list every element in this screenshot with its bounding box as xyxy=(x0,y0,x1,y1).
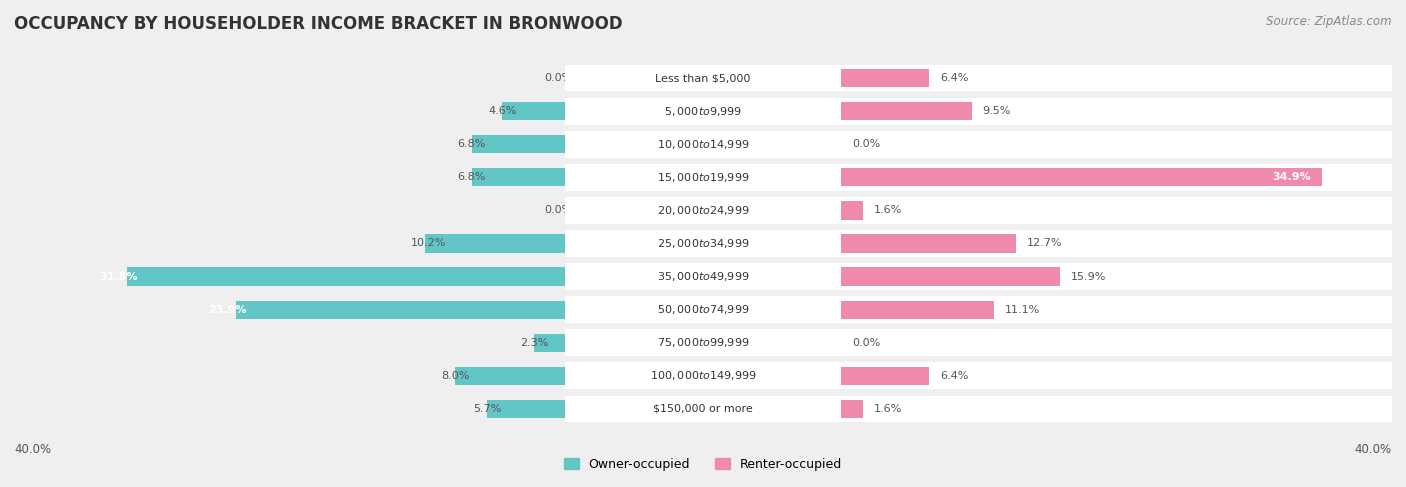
Text: 0.0%: 0.0% xyxy=(544,73,572,83)
Text: $5,000 to $9,999: $5,000 to $9,999 xyxy=(664,105,742,118)
Bar xyxy=(0,230,14,257)
Bar xyxy=(841,234,1015,253)
Bar xyxy=(841,69,929,87)
Text: $15,000 to $19,999: $15,000 to $19,999 xyxy=(657,171,749,184)
Text: 12.7%: 12.7% xyxy=(1026,239,1063,248)
Bar xyxy=(841,169,1322,187)
Bar xyxy=(0,98,14,125)
Bar xyxy=(841,197,1392,224)
Text: $25,000 to $34,999: $25,000 to $34,999 xyxy=(657,237,749,250)
Bar xyxy=(0,131,14,158)
Bar xyxy=(533,334,565,352)
Bar xyxy=(0,197,14,224)
Text: $10,000 to $14,999: $10,000 to $14,999 xyxy=(657,138,749,151)
Bar xyxy=(841,65,1392,92)
Text: Source: ZipAtlas.com: Source: ZipAtlas.com xyxy=(1267,15,1392,28)
Bar xyxy=(127,267,565,286)
Text: 6.8%: 6.8% xyxy=(458,172,486,183)
Bar xyxy=(486,400,565,418)
Bar xyxy=(841,400,863,418)
Bar xyxy=(0,164,14,190)
Bar xyxy=(565,329,841,356)
Bar xyxy=(841,102,972,120)
Text: 40.0%: 40.0% xyxy=(1355,443,1392,456)
Bar xyxy=(841,98,1392,125)
Bar xyxy=(471,169,565,187)
Bar xyxy=(841,395,1392,422)
Text: $100,000 to $149,999: $100,000 to $149,999 xyxy=(650,369,756,382)
Text: 6.4%: 6.4% xyxy=(941,73,969,83)
Text: $150,000 or more: $150,000 or more xyxy=(654,404,752,414)
Bar xyxy=(841,131,1392,158)
Text: 23.9%: 23.9% xyxy=(208,304,247,315)
Text: 8.0%: 8.0% xyxy=(441,371,470,381)
Bar xyxy=(565,297,841,323)
Text: Less than $5,000: Less than $5,000 xyxy=(655,73,751,83)
Bar xyxy=(841,297,1392,323)
Legend: Owner-occupied, Renter-occupied: Owner-occupied, Renter-occupied xyxy=(558,453,848,476)
Bar xyxy=(0,395,14,422)
Text: 15.9%: 15.9% xyxy=(1071,272,1107,281)
Bar xyxy=(471,135,565,153)
Bar xyxy=(841,230,1392,257)
Bar xyxy=(565,362,841,389)
Bar xyxy=(502,102,565,120)
Bar xyxy=(565,98,841,125)
Bar xyxy=(565,164,841,190)
Bar xyxy=(841,164,1392,190)
Text: 40.0%: 40.0% xyxy=(14,443,51,456)
Text: 9.5%: 9.5% xyxy=(983,106,1011,116)
Bar xyxy=(841,329,1392,356)
Text: $50,000 to $74,999: $50,000 to $74,999 xyxy=(657,303,749,316)
Bar xyxy=(841,201,863,220)
Text: 5.7%: 5.7% xyxy=(472,404,502,414)
Bar xyxy=(841,263,1392,290)
Text: 2.3%: 2.3% xyxy=(520,337,548,348)
Bar xyxy=(565,230,841,257)
Bar xyxy=(0,362,14,389)
Text: 31.8%: 31.8% xyxy=(100,272,138,281)
Text: 0.0%: 0.0% xyxy=(852,139,880,150)
Text: 1.6%: 1.6% xyxy=(875,206,903,215)
Bar xyxy=(0,297,14,323)
Text: 1.6%: 1.6% xyxy=(875,404,903,414)
Bar xyxy=(236,300,565,318)
Bar xyxy=(565,131,841,158)
Bar xyxy=(841,267,1060,286)
Text: 11.1%: 11.1% xyxy=(1005,304,1040,315)
Text: 10.2%: 10.2% xyxy=(411,239,446,248)
Text: 34.9%: 34.9% xyxy=(1272,172,1310,183)
Bar xyxy=(0,329,14,356)
Bar xyxy=(565,395,841,422)
Bar xyxy=(565,65,841,92)
Text: 0.0%: 0.0% xyxy=(852,337,880,348)
Text: 6.8%: 6.8% xyxy=(458,139,486,150)
Text: OCCUPANCY BY HOUSEHOLDER INCOME BRACKET IN BRONWOOD: OCCUPANCY BY HOUSEHOLDER INCOME BRACKET … xyxy=(14,15,623,33)
Text: 0.0%: 0.0% xyxy=(544,206,572,215)
Bar xyxy=(0,263,14,290)
Text: $75,000 to $99,999: $75,000 to $99,999 xyxy=(657,336,749,349)
Bar xyxy=(456,367,565,385)
Text: 4.6%: 4.6% xyxy=(488,106,516,116)
Bar xyxy=(841,300,994,318)
Bar xyxy=(0,65,14,92)
Bar xyxy=(841,367,929,385)
Text: $20,000 to $24,999: $20,000 to $24,999 xyxy=(657,204,749,217)
Text: 6.4%: 6.4% xyxy=(941,371,969,381)
Bar xyxy=(425,234,565,253)
Bar xyxy=(565,197,841,224)
Text: $35,000 to $49,999: $35,000 to $49,999 xyxy=(657,270,749,283)
Bar xyxy=(565,263,841,290)
Bar xyxy=(841,362,1392,389)
